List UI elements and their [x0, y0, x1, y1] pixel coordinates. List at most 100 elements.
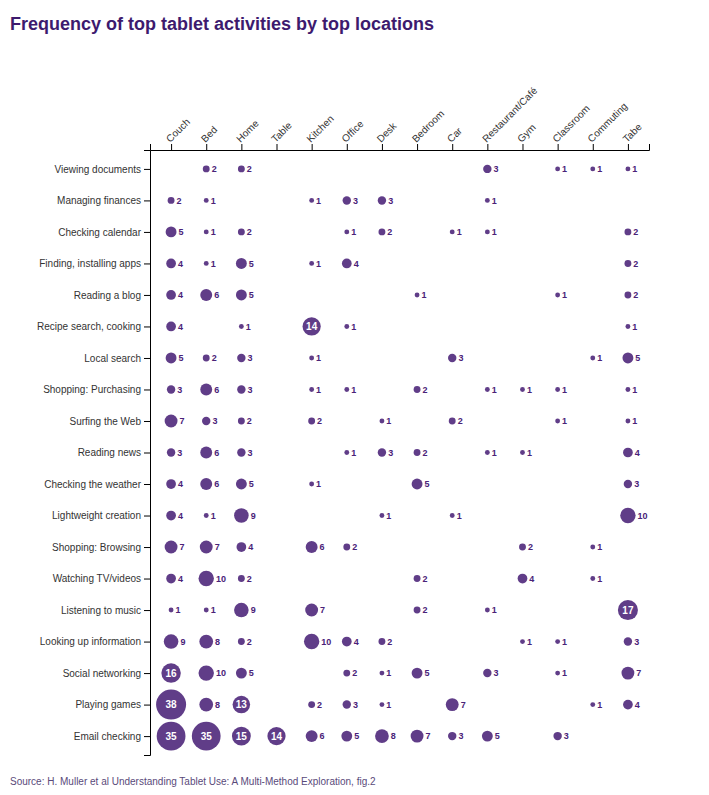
x-tick-mark: [628, 144, 629, 150]
data-label: 13: [236, 699, 248, 710]
bubble: [344, 450, 349, 455]
data-label: 5: [249, 668, 254, 678]
bubble: [623, 448, 633, 458]
bubble: [199, 665, 214, 680]
chart: Frequency of top tablet activities by to…: [0, 0, 709, 795]
data-label: 2: [247, 637, 252, 647]
bubble: [590, 545, 595, 550]
data-label: 1: [211, 605, 216, 615]
data-label: 1: [492, 448, 497, 458]
bubble: [448, 354, 456, 362]
data-label: 8: [215, 637, 220, 647]
data-label: 1: [562, 164, 567, 174]
x-tick-label: Tabe: [621, 121, 644, 144]
data-label: 2: [352, 668, 357, 678]
y-tick-mark: [144, 453, 150, 454]
bubble: [166, 226, 177, 237]
bubble: [379, 702, 384, 707]
bubble: [167, 385, 175, 393]
data-label: 1: [351, 227, 356, 237]
bubble: [156, 690, 186, 720]
plot: CouchBedHomeTableKitchenOfficeDeskBedroo…: [37, 85, 649, 756]
x-tick-label: Kitchen: [304, 113, 335, 144]
bubble: [166, 511, 176, 521]
data-label: 3: [353, 196, 358, 206]
data-label: 2: [423, 574, 428, 584]
y-tick: Lightweight creation: [52, 510, 150, 521]
y-tick-label: Shopping: Purchasing: [43, 384, 141, 395]
data-label: 4: [354, 259, 359, 269]
y-tick: Checking calendar: [58, 227, 150, 238]
data-label: 1: [422, 290, 427, 300]
bubble: [238, 165, 245, 172]
data-label: 1: [527, 385, 532, 395]
y-tick-mark: [144, 389, 150, 390]
data-label: 7: [180, 542, 185, 552]
data-label: 1: [632, 322, 637, 332]
bubble: [306, 541, 318, 553]
x-tick-mark: [347, 144, 348, 150]
data-label: 1: [316, 385, 321, 395]
data-label: 3: [388, 448, 393, 458]
data-labels: 2231112113315121211241514246511241141152…: [166, 164, 648, 742]
bubble: [520, 639, 525, 644]
data-label: 2: [352, 542, 357, 552]
y-tick-label: Reading a blog: [74, 290, 141, 301]
data-label: 5: [249, 290, 254, 300]
data-label: 2: [387, 637, 392, 647]
x-tick: Table: [269, 119, 294, 150]
data-label: 2: [387, 227, 392, 237]
y-tick-label: Reading news: [78, 447, 141, 458]
bubble: [342, 637, 352, 647]
y-tick-label: Playing games: [75, 699, 141, 710]
bubble: [448, 732, 456, 740]
bubble: [620, 508, 635, 523]
data-label: 5: [495, 731, 500, 741]
y-tick-mark: [144, 326, 150, 327]
bubble: [625, 419, 630, 424]
y-tick-mark: [144, 673, 150, 674]
y-tick: Finding, installing apps: [39, 258, 150, 269]
data-label: 3: [248, 353, 253, 363]
data-label: 1: [246, 322, 251, 332]
data-label: 1: [316, 479, 321, 489]
bubble: [446, 698, 459, 711]
y-tick-mark: [144, 547, 150, 548]
data-label: 5: [425, 479, 430, 489]
data-label: 2: [458, 416, 463, 426]
bubble: [378, 196, 386, 204]
bubble: [341, 731, 352, 742]
bubble: [166, 353, 177, 364]
data-label: 10: [216, 574, 226, 584]
data-label: 1: [386, 700, 391, 710]
bubble: [485, 198, 490, 203]
x-tick: Office: [340, 118, 366, 150]
data-label: 4: [529, 574, 534, 584]
data-label: 1: [351, 322, 356, 332]
data-label: 5: [354, 731, 359, 741]
x-tick: Kitchen: [304, 113, 335, 150]
x-tick: Home: [234, 117, 261, 150]
data-label: 1: [176, 605, 181, 615]
bubble: [618, 600, 638, 620]
y-tick-mark: [144, 263, 150, 264]
bubble: [166, 290, 176, 300]
data-label: 3: [212, 416, 217, 426]
data-label: 6: [214, 290, 219, 300]
y-tick: Listening to music: [61, 605, 150, 616]
bubble: [624, 637, 632, 645]
bubble: [233, 696, 251, 714]
data-label: 2: [317, 416, 322, 426]
bubble: [450, 513, 455, 518]
y-tick: Reading news: [78, 447, 150, 458]
data-label: 6: [214, 385, 219, 395]
bubble: [415, 293, 420, 298]
y-tick-mark: [144, 516, 150, 517]
data-label: 35: [166, 731, 178, 742]
data-label: 8: [391, 731, 396, 741]
bubble: [168, 197, 175, 204]
bubble: [343, 544, 350, 551]
x-tick-mark: [558, 144, 559, 150]
y-tick: Shopping: Browsing: [52, 542, 150, 553]
bubble: [200, 384, 212, 396]
